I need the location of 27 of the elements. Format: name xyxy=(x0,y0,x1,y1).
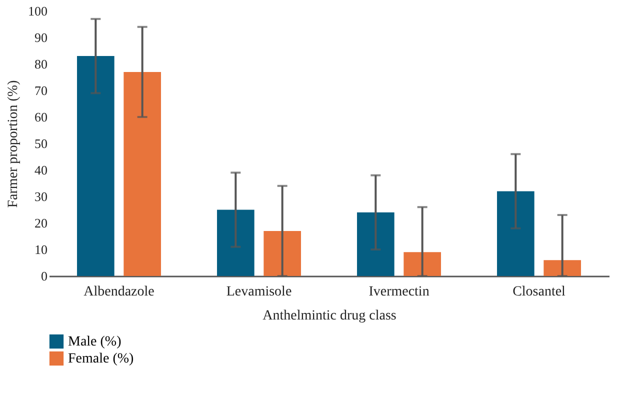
bar xyxy=(357,212,394,276)
y-tick-label: 30 xyxy=(34,189,48,204)
bar xyxy=(124,72,161,276)
x-tick-label: Closantel xyxy=(512,284,566,300)
x-tick-label: Levamisole xyxy=(226,284,292,300)
legend-label: Female (%) xyxy=(68,352,134,366)
bar xyxy=(497,191,534,276)
y-axis-title: Farmer proportion (%) xyxy=(6,80,21,208)
y-tick-label: 20 xyxy=(34,216,48,230)
bar xyxy=(544,260,581,276)
y-tick-label: 80 xyxy=(34,56,48,72)
x-tick-label: Albendazole xyxy=(84,284,154,300)
y-tick-label: 90 xyxy=(34,30,48,45)
bar xyxy=(217,210,254,276)
y-tick-label: 60 xyxy=(34,110,48,124)
y-tick-label: 40 xyxy=(34,162,48,178)
y-tick-label: 0 xyxy=(41,268,48,284)
bar xyxy=(404,252,441,276)
y-tick-label: 50 xyxy=(34,136,48,151)
y-tick-label: 100 xyxy=(28,4,48,18)
x-axis-title: Anthelmintic drug class xyxy=(262,308,396,324)
bar xyxy=(77,56,114,276)
x-tick-label: Ivermectin xyxy=(368,284,430,300)
bar xyxy=(264,230,301,276)
legend-label: Male (%) xyxy=(68,334,122,350)
y-tick-label: 10 xyxy=(34,242,48,257)
y-tick-label: 70 xyxy=(34,83,48,98)
